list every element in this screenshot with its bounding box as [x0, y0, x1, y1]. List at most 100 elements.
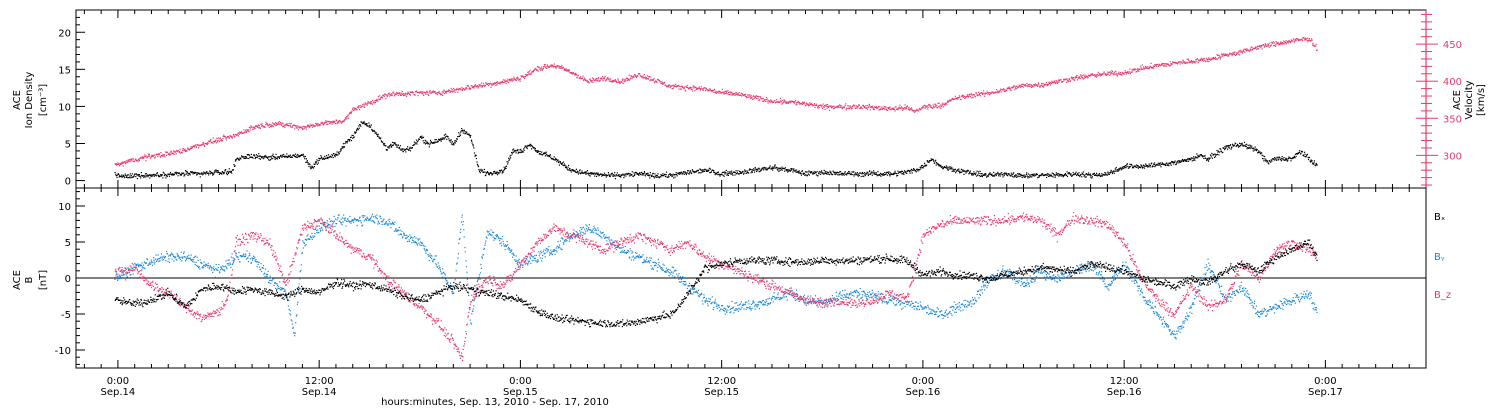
density-series-point	[378, 134, 379, 135]
density-series-point	[691, 173, 692, 174]
velocity-series-point	[398, 95, 399, 96]
density-series-point	[1130, 166, 1131, 167]
velocity-series-point	[660, 81, 661, 82]
density-series-point	[126, 176, 127, 177]
velocity-series-point	[1125, 70, 1126, 71]
velocity-series-point	[528, 74, 529, 75]
density-series-point	[333, 157, 334, 158]
velocity-series-point	[1191, 60, 1192, 61]
velocity-series-point	[1241, 51, 1242, 52]
density-series-point	[660, 176, 661, 177]
density-series-point	[354, 132, 355, 133]
density-series-point	[774, 168, 775, 169]
density-series-point	[1090, 175, 1091, 176]
velocity-series-point	[275, 122, 276, 123]
density-series-point	[516, 152, 517, 153]
density-series-point	[1168, 164, 1169, 165]
velocity-series-point	[1095, 76, 1096, 77]
density-series-point	[512, 153, 513, 154]
velocity-series-point	[1026, 85, 1027, 86]
density-series-point	[209, 173, 210, 174]
velocity-series-point	[1129, 68, 1130, 69]
density-series-point	[813, 172, 814, 173]
density-series-point	[571, 171, 572, 172]
velocity-series-point	[1109, 75, 1110, 76]
velocity-series-point	[1054, 82, 1055, 83]
density-series-point	[1154, 164, 1155, 165]
density-series-point	[292, 157, 293, 158]
velocity-series-point	[516, 79, 517, 80]
density-series-point	[642, 174, 643, 175]
velocity-series-point	[676, 86, 677, 87]
density-series-point	[1138, 168, 1139, 169]
density-series-point	[392, 142, 393, 143]
density-series-point	[639, 172, 640, 173]
velocity-series-point	[1263, 44, 1264, 45]
density-series-point	[1007, 175, 1008, 176]
density-series-point	[487, 171, 488, 172]
velocity-series-point	[290, 125, 291, 126]
density-series-point	[731, 174, 732, 175]
density-series-point	[620, 177, 621, 178]
density-series-point	[1052, 176, 1053, 177]
density-series-point	[998, 175, 999, 176]
density-series-point	[978, 171, 979, 172]
velocity-series-point	[487, 83, 488, 84]
density-series-point	[612, 173, 613, 174]
density-series-point	[478, 166, 479, 167]
density-series-point	[1059, 175, 1060, 176]
velocity-series-point	[890, 107, 891, 108]
velocity-series-point	[533, 71, 534, 72]
density-series-point	[1026, 172, 1027, 173]
density-series-point	[450, 142, 451, 143]
velocity-series-point	[606, 79, 607, 80]
velocity-series-point	[1315, 45, 1316, 46]
density-series-point	[378, 136, 379, 137]
density-series-point	[480, 169, 481, 170]
velocity-series-point	[735, 94, 736, 95]
density-series-point	[187, 172, 188, 173]
density-series-point	[866, 173, 867, 174]
density-series-point	[666, 174, 667, 175]
density-series-point	[170, 172, 171, 173]
density-series-point	[1092, 176, 1093, 177]
velocity-series-point	[217, 141, 218, 142]
density-series-point	[1230, 144, 1231, 145]
density-series-point	[732, 173, 733, 174]
velocity-series-point	[1278, 42, 1279, 43]
velocity-series-point	[134, 161, 135, 162]
velocity-series-point	[1129, 71, 1130, 72]
velocity-series-point	[250, 125, 251, 126]
density-series-point	[564, 165, 565, 166]
velocity-series-point	[828, 107, 829, 108]
velocity-series-point	[173, 150, 174, 151]
velocity-series-point	[846, 109, 847, 110]
velocity-series-point	[1240, 50, 1241, 51]
density-series-point	[884, 172, 885, 173]
velocity-series-point	[629, 79, 630, 80]
density-series-point	[633, 172, 634, 173]
density-series-point	[426, 141, 427, 142]
density-series-point	[955, 172, 956, 173]
velocity-series-point	[984, 96, 985, 97]
velocity-series-point	[1128, 73, 1129, 74]
density-series-point	[979, 175, 980, 176]
density-series-point	[1097, 175, 1098, 176]
density-series-point	[1123, 166, 1124, 167]
density-series-point	[657, 173, 658, 174]
velocity-series-point	[384, 96, 385, 97]
velocity-series-point	[453, 91, 454, 92]
density-series-point	[446, 139, 447, 140]
velocity-series-point	[453, 88, 454, 89]
velocity-series-point	[854, 105, 855, 106]
velocity-series-point	[1115, 71, 1116, 72]
velocity-series-point	[734, 93, 735, 94]
velocity-series-point	[217, 140, 218, 141]
velocity-series-point	[1033, 86, 1034, 87]
velocity-series-point	[287, 123, 288, 124]
velocity-series-point	[1256, 47, 1257, 48]
velocity-series-point	[1138, 71, 1139, 72]
density-series-point	[716, 173, 717, 174]
velocity-series-point	[269, 124, 270, 125]
velocity-series-point	[325, 120, 326, 121]
